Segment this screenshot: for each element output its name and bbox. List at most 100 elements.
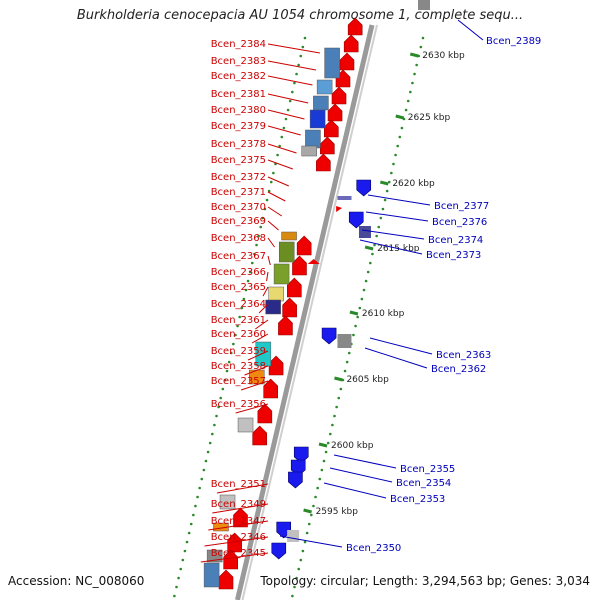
tick-dot <box>198 486 201 490</box>
kbp-tick-mark <box>334 376 343 382</box>
left-leader-line <box>262 286 269 297</box>
tick-dot <box>291 594 294 598</box>
forward-gene-arrow <box>339 52 355 71</box>
left-gene-label[interactable]: Bcen_2382 <box>211 71 266 82</box>
right-gene-label[interactable]: Bcen_2355 <box>400 464 455 475</box>
left-gene-label[interactable]: Bcen_2380 <box>211 105 266 116</box>
tick-dot <box>310 513 313 517</box>
tick-dot <box>379 216 383 220</box>
kbp-tick-label: 2630 kbp <box>422 51 465 61</box>
left-leader-line <box>267 237 275 248</box>
tick-dot <box>369 261 372 265</box>
left-gene-label[interactable]: Bcen_2369 <box>211 216 266 227</box>
topology-text: Topology: circular; Length: 3,294,563 bp… <box>260 574 590 588</box>
left-gene-label[interactable]: Bcen_2384 <box>211 39 266 50</box>
left-leader-line <box>267 159 293 170</box>
left-leader-line <box>266 271 269 282</box>
tick-dot <box>404 108 408 112</box>
tick-dot <box>282 126 286 130</box>
left-gene-label[interactable]: Bcen_2371 <box>211 187 266 198</box>
left-gene-label[interactable]: Bcen_2368 <box>211 233 266 244</box>
right-leader-line <box>333 454 397 469</box>
left-gene-label[interactable]: Bcen_2364 <box>211 299 266 310</box>
left-gene-label[interactable]: Bcen_2351 <box>211 479 266 490</box>
left-gene-label[interactable]: Bcen_2358 <box>211 361 266 372</box>
gene-function-box <box>265 299 281 315</box>
left-gene-label[interactable]: Bcen_2378 <box>211 139 266 150</box>
tick-dot <box>307 522 311 526</box>
left-gene-label[interactable]: Bcen_2361 <box>211 315 266 326</box>
right-gene-label[interactable]: Bcen_2389 <box>486 36 541 47</box>
right-gene-label[interactable]: Bcen_2354 <box>396 478 451 489</box>
left-gene-label[interactable]: Bcen_2365 <box>211 282 266 293</box>
right-gene-label[interactable]: Bcen_2350 <box>346 543 401 554</box>
gene-function-box <box>358 226 371 238</box>
left-gene-label[interactable]: Bcen_2347 <box>211 516 266 527</box>
left-gene-label[interactable]: Bcen_2345 <box>211 548 266 559</box>
right-gene-label[interactable]: Bcen_2363 <box>436 350 491 361</box>
gene-function-box <box>203 562 220 588</box>
left-gene-label[interactable]: Bcen_2356 <box>211 399 266 410</box>
right-leader-line <box>361 229 425 240</box>
tick-dot <box>255 243 258 247</box>
forward-gene-arrow <box>296 235 312 256</box>
tick-dot <box>400 126 404 130</box>
left-leader-line <box>267 176 289 187</box>
left-gene-label[interactable]: Bcen_2381 <box>211 89 266 100</box>
left-leader-line <box>267 75 313 86</box>
left-gene-label[interactable]: Bcen_2346 <box>211 532 266 543</box>
right-gene-label[interactable]: Bcen_2362 <box>431 364 486 375</box>
left-gene-label[interactable]: Bcen_2359 <box>211 346 266 357</box>
right-leader-line <box>279 535 343 548</box>
left-gene-label[interactable]: Bcen_2375 <box>211 155 266 166</box>
gene-function-box <box>305 129 321 149</box>
tick-dot <box>303 36 307 40</box>
gene-function-box <box>309 109 326 129</box>
right-gene-label[interactable]: Bcen_2373 <box>426 250 481 261</box>
tick-dot <box>175 585 178 589</box>
right-leader-line <box>323 482 387 499</box>
kbp-tick-label: 2620 kbp <box>392 179 435 189</box>
right-leader-line <box>457 19 484 41</box>
right-gene-label[interactable]: Bcen_2376 <box>432 217 487 228</box>
left-gene-label[interactable]: Bcen_2379 <box>211 121 266 132</box>
right-gene-label[interactable]: Bcen_2374 <box>428 235 483 246</box>
left-gene-label[interactable]: Bcen_2349 <box>211 499 266 510</box>
right-leader-line <box>364 347 428 369</box>
tick-dot <box>356 315 359 319</box>
left-gene-label[interactable]: Bcen_2360 <box>211 329 266 340</box>
left-leader-line <box>235 403 269 414</box>
gene-function-box <box>206 549 223 563</box>
forward-gene-arrow <box>327 103 343 122</box>
tick-dot <box>345 360 349 364</box>
left-gene-label[interactable]: Bcen_2372 <box>211 172 266 183</box>
right-gene-label[interactable]: Bcen_2377 <box>434 201 489 212</box>
tick-dot <box>299 558 303 562</box>
left-gene-label[interactable]: Bcen_2357 <box>211 376 266 387</box>
left-leader-line <box>267 125 301 136</box>
tick-dot <box>297 567 301 571</box>
tick-dot <box>210 432 214 436</box>
tick-dot <box>415 63 418 67</box>
kbp-tick-mark <box>395 114 405 120</box>
tick-dot <box>373 243 376 247</box>
left-gene-label[interactable]: Bcen_2367 <box>211 251 266 262</box>
tick-dot <box>299 54 303 58</box>
tick-dot <box>406 99 410 103</box>
tick-dot <box>392 162 395 166</box>
tick-dot <box>295 72 298 76</box>
forward-gene-arrow <box>268 355 284 376</box>
left-leader-line <box>267 191 286 202</box>
right-gene-label[interactable]: Bcen_2353 <box>390 494 445 505</box>
left-gene-label[interactable]: Bcen_2370 <box>211 202 266 213</box>
tick-dot <box>236 324 239 328</box>
right-leader-line <box>359 239 423 255</box>
left-leader-line <box>212 503 269 514</box>
forward-gene-arrow <box>316 153 331 172</box>
gene-function-box <box>316 79 333 95</box>
left-gene-label[interactable]: Bcen_2366 <box>211 267 266 278</box>
left-leader-line <box>267 220 279 231</box>
tick-dot <box>360 297 364 301</box>
left-gene-label[interactable]: Bcen_2383 <box>211 56 266 67</box>
